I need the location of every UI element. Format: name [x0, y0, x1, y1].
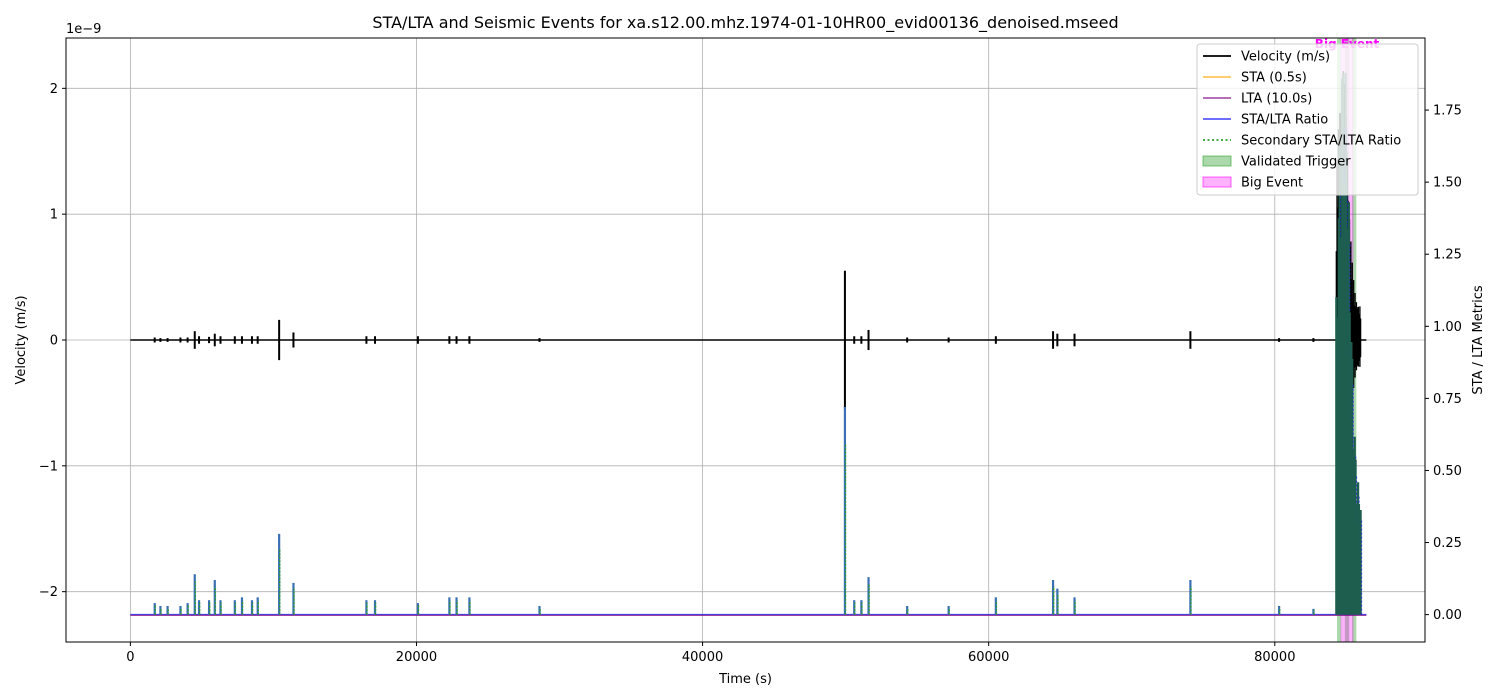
legend-box	[1196, 43, 1419, 196]
y-tick-label: 0	[50, 334, 58, 349]
legend-swatch	[1202, 155, 1232, 167]
legend: Velocity (m/s) STA (0.5s) LTA (10.0s) STA/L…	[1196, 43, 1419, 196]
y-tick-label: 1	[50, 208, 58, 223]
y2-tick-label: 0.50	[1433, 464, 1462, 479]
y2-tick-label: 1.00	[1433, 320, 1462, 335]
y2-tick-label: 0.00	[1433, 608, 1462, 623]
chart-title: STA/LTA and Seismic Events for xa.s12.00…	[372, 13, 1118, 33]
y2-tick-label: 1.50	[1433, 176, 1462, 191]
x-tick-label: 0	[126, 650, 134, 665]
y2-tick-label: 1.25	[1433, 248, 1462, 263]
y2-tick-label: 0.25	[1433, 536, 1462, 551]
x-tick-label: 40000	[682, 650, 723, 665]
y2-tick-label: 1.75	[1433, 104, 1462, 119]
legend-label: Secondary STA/LTA Ratio	[1241, 134, 1401, 149]
y-tick-label: 2	[50, 82, 58, 97]
x-tick-label: 60000	[968, 650, 1009, 665]
x-axis-label: Time (s)	[718, 672, 772, 687]
y-tick-label: −2	[39, 585, 58, 600]
x-tick-label: 20000	[396, 650, 437, 665]
y-axis-label: Velocity (m/s)	[14, 295, 29, 384]
y2-axis-label: STA / LTA Metrics	[1471, 285, 1486, 395]
axes: 0 20000 40000 60000 80000 −2 −1 0 1 2 0.00 0.25 0.50…	[39, 82, 1462, 665]
y2-tick-label: 0.75	[1433, 392, 1462, 407]
legend-label: Validated Trigger	[1241, 155, 1351, 170]
x-tick-label: 80000	[1254, 650, 1295, 665]
y-scale-label: 1e−9	[66, 22, 101, 37]
legend-label: Velocity (m/s)	[1241, 50, 1330, 65]
legend-label: Big Event	[1241, 176, 1303, 191]
y-tick-label: −1	[39, 459, 58, 474]
legend-label: LTA (10.0s)	[1241, 92, 1312, 107]
legend-label: STA (0.5s)	[1241, 71, 1307, 86]
legend-swatch	[1202, 176, 1232, 188]
legend-label: STA/LTA Ratio	[1241, 113, 1328, 128]
